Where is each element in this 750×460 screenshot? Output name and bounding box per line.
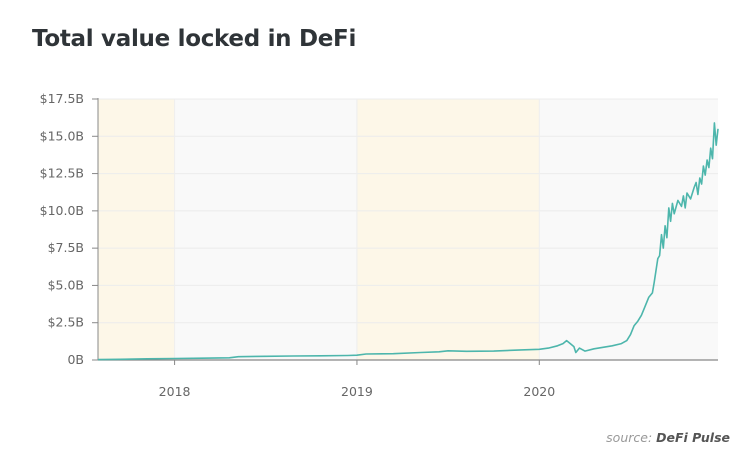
year-band [356, 99, 540, 360]
year-band [539, 99, 718, 360]
y-tick-label: $17.5B [40, 91, 84, 106]
series-line [97, 122, 719, 361]
y-tick-label: $15.0B [40, 128, 84, 143]
x-tick-label: 2019 [341, 384, 373, 399]
source-credit: source: DeFi Pulse [606, 430, 730, 445]
y-tick-label: $12.5B [40, 166, 84, 181]
year-band [174, 99, 357, 360]
y-tick-label: $5.0B [48, 277, 84, 292]
x-tick-label: 2020 [523, 384, 555, 399]
y-tick-label: $7.5B [48, 240, 84, 255]
source-name: DeFi Pulse [656, 430, 730, 445]
source-prefix: source: [606, 430, 653, 445]
year-band [98, 99, 175, 360]
chart-title: Total value locked in DeFi [32, 26, 357, 52]
y-tick-label: 0B [67, 352, 84, 367]
y-tick-label: $10.0B [40, 203, 84, 218]
x-tick-label: 2018 [159, 384, 191, 399]
y-tick-label: $2.5B [48, 315, 84, 330]
